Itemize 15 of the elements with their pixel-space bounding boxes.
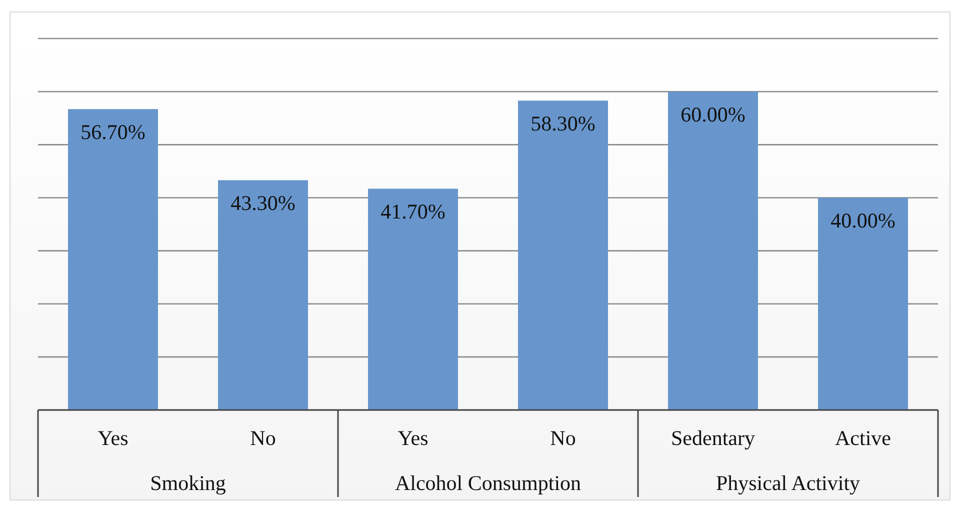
data-label: 58.30% — [530, 112, 596, 136]
data-label: 56.70% — [80, 120, 146, 144]
data-label: 43.30% — [230, 191, 296, 216]
text: Alcohol Consumption — [394, 471, 582, 495]
x-tick-label: No — [550, 426, 576, 450]
text: Physical Activity — [716, 471, 861, 495]
x-tick-label: Active — [835, 426, 891, 450]
data-label: 41.70% — [380, 200, 446, 224]
x-tick-label: Sedentary — [671, 426, 756, 450]
x-tick-label: Yes — [398, 426, 428, 450]
x-tick-label: No — [250, 426, 276, 450]
data-label: 60.00% — [680, 102, 746, 127]
text: Smoking — [150, 471, 226, 495]
x-tick-label: Yes — [98, 426, 128, 450]
data-label: 40.00% — [830, 208, 896, 233]
